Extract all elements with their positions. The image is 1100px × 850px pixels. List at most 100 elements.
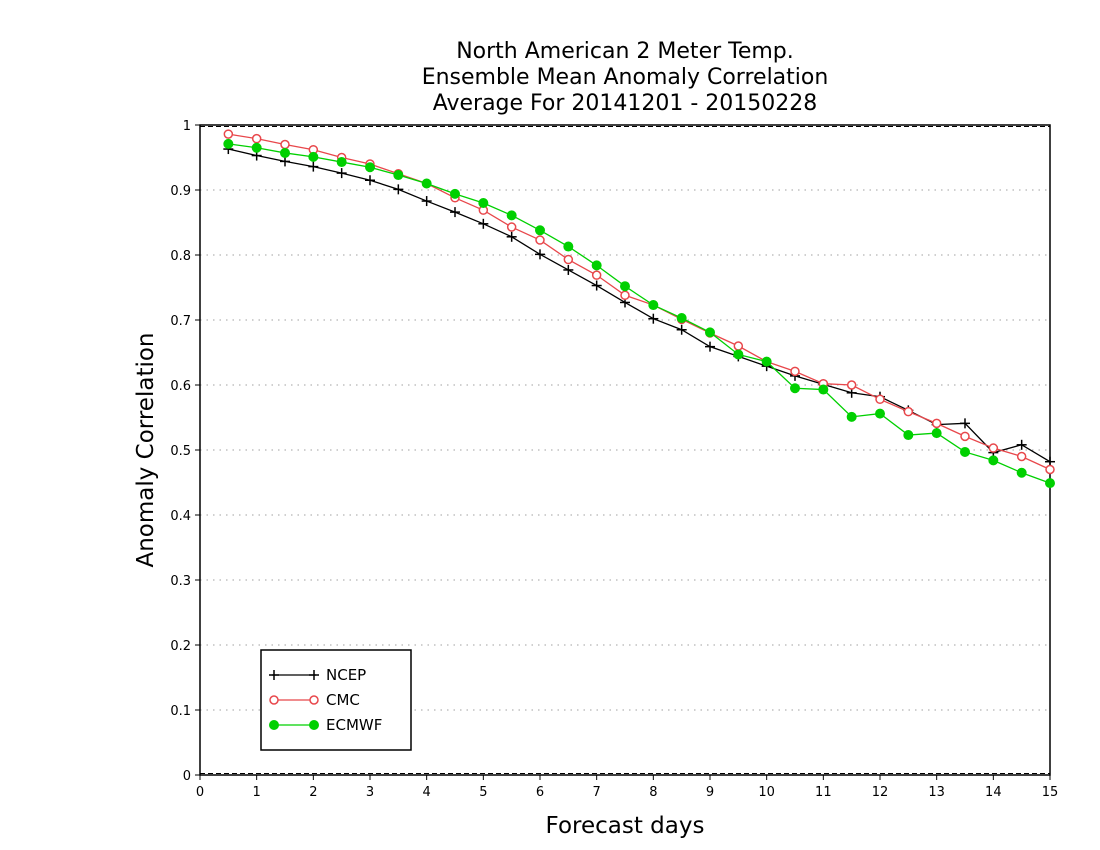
x-tick-label-0: 0 bbox=[196, 785, 204, 800]
point-cmc-23 bbox=[875, 394, 885, 405]
point-ncep-10 bbox=[506, 231, 517, 242]
point-ecmwf-10 bbox=[506, 210, 517, 221]
x-axis-title: Forecast days bbox=[546, 813, 705, 839]
series-ncep bbox=[223, 144, 1055, 467]
series-line-ncep bbox=[228, 148, 1051, 463]
point-ncep-26 bbox=[960, 418, 970, 429]
legend: NCEP CMC ECMWF bbox=[260, 649, 412, 751]
y-axis-title: Anomaly Correlation bbox=[133, 332, 159, 567]
x-tick-label-6: 6 bbox=[536, 785, 544, 800]
legend-marker-right-cmc bbox=[309, 695, 319, 705]
point-ecmwf-21 bbox=[818, 384, 829, 395]
point-ecmwf-1 bbox=[251, 142, 262, 153]
point-cmc-24 bbox=[903, 406, 914, 417]
point-cmc-13 bbox=[591, 270, 602, 280]
point-ecmwf-12 bbox=[563, 241, 574, 252]
legend-marker-right-ecmwf bbox=[309, 720, 319, 730]
point-cmc-28 bbox=[1016, 451, 1027, 462]
point-ecmwf-15 bbox=[648, 300, 659, 311]
title-line-2: Ensemble Mean Anomaly Correlation bbox=[422, 65, 829, 90]
point-cmc-25 bbox=[931, 418, 942, 429]
point-ncep-16 bbox=[676, 324, 687, 335]
legend-marker-left-cmc bbox=[269, 695, 279, 705]
point-ncep-15 bbox=[648, 313, 659, 324]
legend-marker-left-ncep bbox=[269, 670, 279, 680]
legend-item-ncep: NCEP bbox=[269, 666, 366, 684]
y-tick-label-0: 0 bbox=[183, 769, 191, 784]
point-ecmwf-19 bbox=[761, 356, 772, 367]
point-ecmwf-3 bbox=[308, 151, 319, 162]
title-line-3: Average For 20141201 - 20150228 bbox=[433, 91, 818, 116]
x-tick-label-11: 11 bbox=[815, 785, 832, 800]
series-cmc bbox=[223, 129, 1055, 475]
point-cmc-0 bbox=[223, 129, 234, 139]
series-line-cmc bbox=[228, 133, 1051, 471]
series-ecmwf bbox=[223, 138, 1055, 489]
point-ecmwf-20 bbox=[790, 383, 800, 394]
point-ecmwf-23 bbox=[875, 408, 885, 419]
point-ncep-12 bbox=[563, 264, 574, 275]
point-cmc-2 bbox=[280, 139, 290, 150]
point-ecmwf-28 bbox=[1016, 467, 1027, 478]
y-tick-label-0.8: 0.8 bbox=[170, 249, 191, 264]
legend-label-ecmwf: ECMWF bbox=[326, 716, 382, 734]
point-cmc-11 bbox=[535, 235, 545, 245]
point-ncep-28 bbox=[1016, 439, 1027, 450]
legend-item-ecmwf: ECMWF bbox=[269, 716, 382, 734]
y-tick-label-1: 1 bbox=[183, 119, 191, 134]
x-tick-label-5: 5 bbox=[479, 785, 487, 800]
point-ecmwf-26 bbox=[960, 446, 970, 457]
point-ecmwf-5 bbox=[365, 162, 375, 173]
y-tick-label-0.1: 0.1 bbox=[170, 704, 191, 719]
y-tick-label-0.9: 0.9 bbox=[170, 184, 191, 199]
point-ncep-3 bbox=[308, 161, 319, 172]
x-tick-label-2: 2 bbox=[309, 785, 317, 800]
title-line-1: North American 2 Meter Temp. bbox=[456, 39, 794, 64]
point-ecmwf-17 bbox=[705, 327, 715, 338]
point-ecmwf-8 bbox=[450, 188, 460, 199]
x-tick-label-15: 15 bbox=[1042, 785, 1059, 800]
chart-title: North American 2 Meter Temp.Ensemble Mea… bbox=[422, 39, 829, 116]
y-tick-label-0.3: 0.3 bbox=[170, 574, 191, 589]
y-tick-label-0.2: 0.2 bbox=[170, 639, 191, 654]
point-cmc-14 bbox=[620, 290, 630, 301]
point-ncep-7 bbox=[421, 196, 432, 207]
point-ecmwf-14 bbox=[620, 281, 630, 292]
legend-marker-right-ncep bbox=[309, 670, 319, 680]
x-tick-label-7: 7 bbox=[593, 785, 601, 800]
x-tick-label-3: 3 bbox=[366, 785, 374, 800]
point-cmc-29 bbox=[1045, 464, 1055, 475]
point-ecmwf-2 bbox=[280, 147, 290, 158]
series-layer bbox=[223, 129, 1055, 489]
point-ecmwf-9 bbox=[478, 198, 489, 208]
x-axis: 0 1 2 3 4 5 6 7 8 9 10 11 12 13 14 15 bbox=[196, 775, 1058, 800]
point-ncep-5 bbox=[365, 175, 375, 186]
point-cmc-10 bbox=[506, 222, 517, 232]
point-ecmwf-4 bbox=[336, 157, 347, 168]
y-axis: 0 0.1 0.2 0.3 0.4 0.5 0.6 0.7 0.8 0.9 1 bbox=[170, 119, 200, 784]
point-cmc-18 bbox=[733, 341, 744, 351]
legend-item-cmc: CMC bbox=[269, 691, 360, 709]
point-ncep-2 bbox=[280, 156, 290, 167]
point-ncep-6 bbox=[393, 184, 404, 195]
y-tick-label-0.5: 0.5 bbox=[170, 444, 191, 459]
x-tick-label-14: 14 bbox=[985, 785, 1002, 800]
point-ecmwf-6 bbox=[393, 170, 404, 181]
x-tick-label-10: 10 bbox=[758, 785, 775, 800]
point-cmc-1 bbox=[251, 133, 262, 144]
point-ecmwf-27 bbox=[988, 455, 999, 466]
point-ecmwf-0 bbox=[223, 138, 234, 149]
y-tick-label-0.6: 0.6 bbox=[170, 379, 191, 394]
legend-label-ncep: NCEP bbox=[326, 666, 366, 684]
x-tick-label-1: 1 bbox=[253, 785, 261, 800]
y-tick-label-0.7: 0.7 bbox=[170, 314, 191, 329]
point-cmc-27 bbox=[988, 443, 999, 453]
point-ncep-17 bbox=[705, 341, 715, 352]
point-ecmwf-16 bbox=[676, 313, 687, 324]
point-ecmwf-22 bbox=[846, 411, 857, 422]
point-cmc-12 bbox=[563, 254, 574, 265]
point-ncep-8 bbox=[450, 207, 460, 218]
x-tick-label-9: 9 bbox=[706, 785, 714, 800]
legend-label-cmc: CMC bbox=[326, 691, 360, 709]
